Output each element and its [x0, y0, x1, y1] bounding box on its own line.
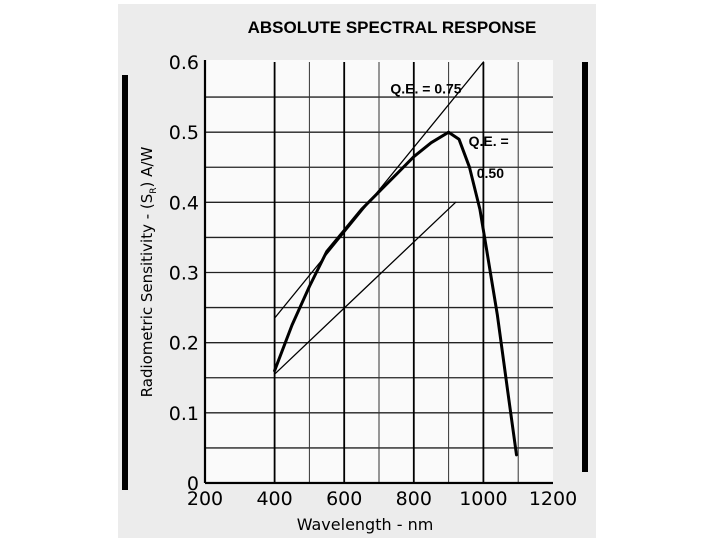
x-tick-label: 1000	[459, 488, 507, 510]
y-tick-label: 0.2	[169, 333, 199, 355]
qe-annotation: Q.E. =	[469, 133, 509, 149]
qe-reference-line	[273, 201, 457, 375]
qe-annotation: 0.50	[477, 165, 504, 181]
qe-annotation: Q.E. = 0.75	[390, 81, 461, 97]
chart-title: ABSOLUTE SPECTRAL RESPONSE	[248, 18, 537, 37]
y-axis-label-main: Radiometric Sensitivity - (S	[138, 194, 156, 398]
x-axis-label: Wavelength - nm	[297, 515, 434, 534]
y-tick-label: 0.1	[169, 403, 199, 425]
x-tick-label: 200	[187, 488, 223, 510]
y-axis-label-subscript: R	[149, 187, 159, 193]
y-tick-label: 0.5	[169, 122, 199, 144]
y-axis-label: Radiometric Sensitivity - (SR) A/W	[138, 147, 159, 398]
x-tick-label: 800	[396, 488, 432, 510]
x-tick-label: 1200	[529, 488, 577, 510]
left-page-edge-bar	[122, 75, 128, 490]
axes	[203, 60, 553, 485]
grid	[205, 62, 553, 483]
y-tick-label: 0.6	[169, 52, 199, 74]
y-tick-label: 0.4	[169, 192, 199, 214]
right-page-edge-bar	[582, 62, 588, 472]
data-marks	[273, 61, 518, 457]
y-tick-label: 0.3	[169, 263, 199, 285]
y-tick-label: 0	[187, 473, 199, 495]
qe-reference-line	[273, 61, 485, 319]
y-axis-label-units: ) A/W	[138, 147, 156, 188]
x-tick-label: 400	[256, 488, 292, 510]
labels: ABSOLUTE SPECTRAL RESPONSE Wavelength - …	[138, 18, 577, 534]
x-tick-label: 600	[326, 488, 362, 510]
